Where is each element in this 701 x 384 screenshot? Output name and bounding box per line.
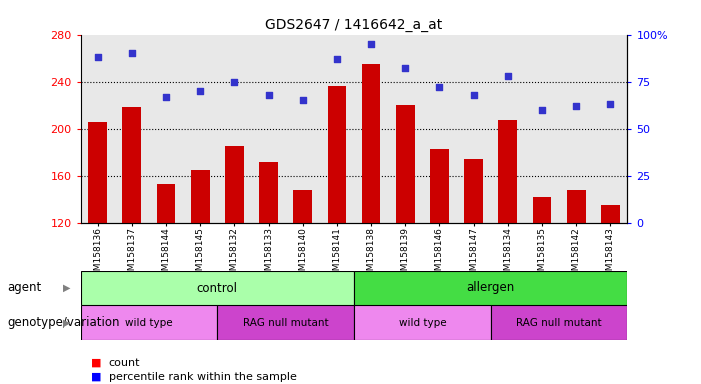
Text: percentile rank within the sample: percentile rank within the sample [109,372,297,382]
Text: wild type: wild type [399,318,446,328]
Bar [156,184,175,223]
Bar [191,170,210,223]
Text: ■: ■ [91,358,102,368]
Text: wild type: wild type [125,318,172,328]
Point [400,65,411,71]
Bar [533,197,552,223]
Text: genotype/variation: genotype/variation [7,316,119,329]
Bar [464,159,483,223]
Point [434,84,445,90]
Bar [123,108,142,223]
Bar [217,305,354,340]
Point [605,101,616,107]
Text: ▶: ▶ [63,283,71,293]
Bar [327,86,346,223]
Point [195,88,206,94]
Point [365,41,376,47]
Bar [81,271,354,305]
Bar [225,146,244,223]
Text: count: count [109,358,140,368]
Point [468,92,479,98]
Bar [498,121,517,223]
Point [502,73,513,79]
Bar [566,190,585,223]
Text: ▶: ▶ [63,318,71,328]
Text: agent: agent [7,281,41,295]
Bar [491,305,627,340]
Point [297,98,308,104]
Bar [259,162,278,223]
Point [126,50,137,56]
Point [229,79,240,85]
Point [536,107,547,113]
Bar [362,64,381,223]
Bar [354,305,491,340]
Text: ■: ■ [91,372,102,382]
Bar [293,190,312,223]
Text: RAG null mutant: RAG null mutant [516,318,602,328]
Point [571,103,582,109]
Bar [430,149,449,223]
Text: control: control [197,281,238,295]
Point [332,56,343,62]
Point [92,54,103,60]
Bar [354,271,627,305]
Point [161,94,172,100]
Title: GDS2647 / 1416642_a_at: GDS2647 / 1416642_a_at [266,18,442,32]
Bar [88,122,107,223]
Bar [396,105,415,223]
Bar [601,205,620,223]
Bar [81,305,217,340]
Text: allergen: allergen [467,281,515,295]
Text: RAG null mutant: RAG null mutant [243,318,329,328]
Point [263,92,274,98]
